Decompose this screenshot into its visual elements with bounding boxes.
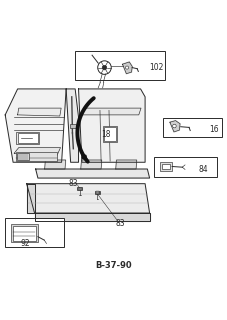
Text: 102: 102 [150, 63, 164, 72]
Polygon shape [14, 148, 60, 158]
Bar [17, 152, 57, 161]
Polygon shape [18, 108, 61, 116]
Circle shape [102, 65, 107, 70]
Circle shape [126, 66, 129, 69]
Text: 83: 83 [68, 179, 78, 188]
Bar [13, 226, 36, 241]
Bar [18, 133, 38, 143]
Polygon shape [45, 160, 66, 169]
Text: B-37-90: B-37-90 [95, 261, 132, 270]
Polygon shape [79, 89, 145, 162]
Polygon shape [123, 62, 132, 74]
Text: 18: 18 [101, 130, 111, 139]
Bar [17, 132, 39, 144]
Text: 16: 16 [209, 125, 219, 134]
Polygon shape [27, 184, 150, 213]
Polygon shape [5, 89, 66, 162]
Bar [104, 127, 116, 141]
Text: 84: 84 [198, 165, 208, 174]
Bar [77, 187, 82, 190]
Polygon shape [27, 184, 35, 213]
Polygon shape [36, 169, 150, 178]
Bar [163, 118, 222, 137]
Bar [78, 188, 82, 190]
Polygon shape [81, 160, 102, 169]
Circle shape [173, 124, 176, 128]
Bar [17, 153, 29, 160]
Bar [11, 224, 38, 242]
Bar [160, 162, 172, 171]
Bar [162, 164, 170, 169]
Polygon shape [35, 213, 150, 221]
Polygon shape [66, 89, 79, 162]
Polygon shape [116, 160, 137, 169]
Bar [96, 191, 99, 194]
Text: 92: 92 [20, 239, 30, 248]
Polygon shape [170, 121, 180, 132]
Text: 83: 83 [116, 219, 125, 228]
Bar [95, 191, 100, 194]
Bar [103, 126, 117, 142]
Bar [5, 218, 64, 247]
Bar [75, 51, 165, 80]
Bar [70, 124, 76, 128]
Bar [154, 156, 217, 177]
Polygon shape [82, 108, 141, 115]
